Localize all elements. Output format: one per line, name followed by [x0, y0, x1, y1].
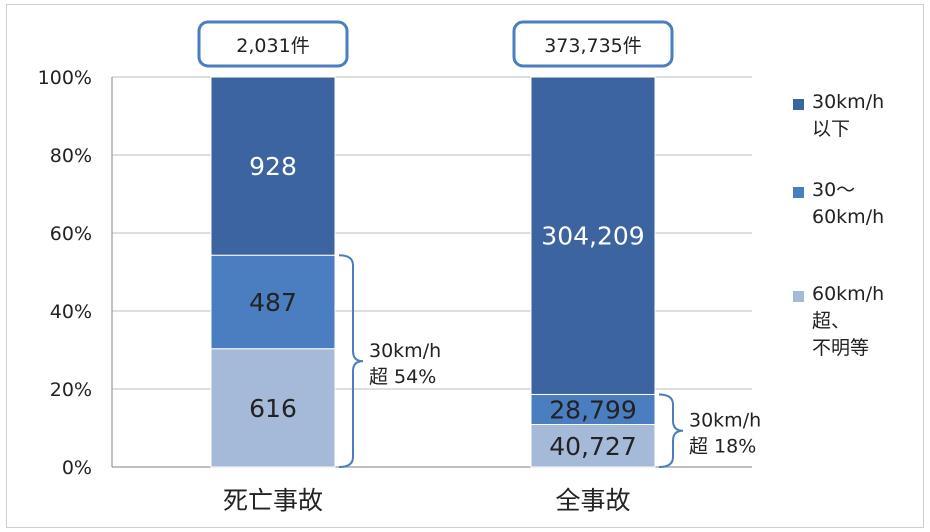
data-label: 28,799	[549, 395, 636, 424]
y-tick-label: 80%	[50, 145, 92, 167]
data-label: 304,209	[541, 222, 644, 251]
y-tick-label: 100%	[38, 67, 92, 89]
data-label: 928	[249, 152, 297, 181]
y-tick-label: 20%	[50, 379, 92, 401]
legend-label: 60km/h	[812, 283, 884, 305]
chart-frame	[6, 4, 924, 528]
bar-segment	[530, 393, 656, 426]
bar-segment	[210, 76, 336, 256]
data-label: 616	[249, 394, 297, 423]
legend-label: 不明等	[812, 337, 869, 359]
legend-swatch	[793, 187, 804, 198]
annotation-text: 超 54%	[369, 366, 436, 388]
legend-label: 60km/h	[812, 206, 884, 228]
legend-swatch	[793, 99, 804, 110]
legend-label: 以下	[812, 118, 850, 140]
bar-segment	[210, 254, 336, 350]
y-tick-label: 40%	[50, 301, 92, 323]
bar-segment	[530, 76, 656, 395]
legend-swatch	[793, 291, 804, 302]
annotation-brace	[338, 254, 364, 468]
annotation-text: 30km/h	[369, 340, 441, 362]
annotation-text: 30km/h	[689, 410, 761, 432]
total-box	[197, 20, 349, 68]
total-boxes: 2,031件 373,735件	[197, 20, 674, 68]
data-label: 487	[249, 288, 297, 317]
annotation-text: 超 18%	[689, 436, 756, 458]
y-tick-label: 60%	[50, 223, 92, 245]
data-label: 40,727	[549, 432, 636, 461]
annotations: 30km/h 超 54% 30km/h 超 18%	[338, 254, 761, 468]
legend: 30km/h 以下 30〜 60km/h 60km/h 超、不明等	[793, 91, 884, 359]
value-labels: 616 487 928 40,727 28,799 304,209	[249, 152, 645, 461]
legend-label: 超、	[812, 310, 850, 332]
total-box	[512, 20, 674, 68]
annotation-brace	[658, 393, 684, 468]
y-tick-label: 0%	[62, 457, 92, 479]
total-label: 373,735件	[544, 35, 642, 57]
x-tick-label: 死亡事故	[223, 486, 323, 515]
legend-label: 30〜	[812, 179, 855, 201]
bar-segment	[210, 348, 336, 468]
total-label: 2,031件	[236, 35, 309, 57]
bars	[210, 76, 656, 468]
bar-segment	[530, 424, 656, 468]
legend-label: 30km/h	[812, 91, 884, 113]
x-tick-label: 全事故	[555, 486, 630, 515]
